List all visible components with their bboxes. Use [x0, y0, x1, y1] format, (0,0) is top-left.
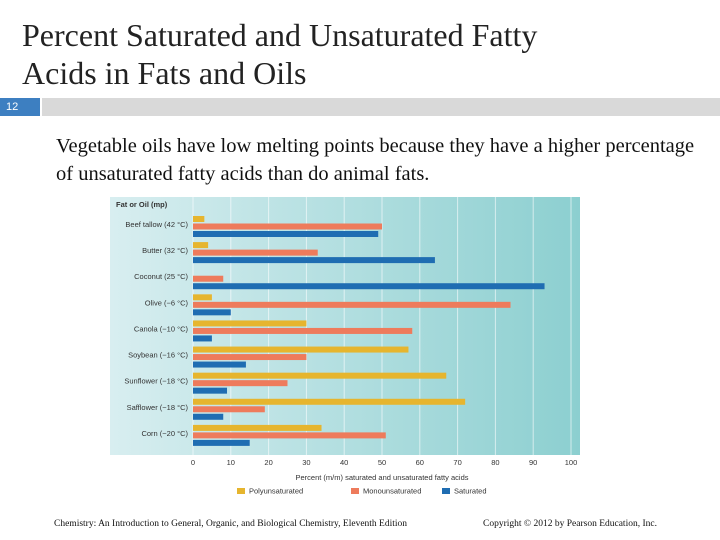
y-tick-label: Safflower (−18 °C) — [127, 403, 189, 412]
bar — [193, 294, 212, 301]
y-tick-label: Olive (−6 °C) — [145, 298, 189, 307]
x-tick-label: 30 — [302, 458, 310, 467]
slide-number: 12 — [0, 98, 40, 116]
y-tick-label: Corn (−20 °C) — [141, 429, 188, 438]
bar — [193, 361, 246, 368]
bar — [193, 283, 545, 290]
bar — [193, 387, 228, 394]
y-tick-label: Soybean (−16 °C) — [128, 351, 188, 360]
legend-label: Saturated — [454, 486, 487, 495]
bar — [193, 223, 382, 230]
bar — [193, 413, 224, 420]
bar — [193, 309, 231, 316]
bar — [193, 242, 209, 249]
x-axis-title: Percent (m/m) saturated and unsaturated … — [295, 473, 468, 482]
x-tick-label: 70 — [453, 458, 461, 467]
x-tick-label: 10 — [227, 458, 235, 467]
legend-swatch — [442, 488, 450, 494]
bar — [193, 327, 413, 334]
bar — [193, 406, 265, 413]
legend-swatch — [351, 488, 359, 494]
bar — [193, 398, 466, 405]
bar — [193, 432, 386, 439]
legend-label: Polyunsaturated — [249, 486, 303, 495]
y-tick-label: Canola (−10 °C) — [134, 324, 189, 333]
x-tick-label: 50 — [378, 458, 386, 467]
y-tick-label: Sunflower (−18 °C) — [124, 377, 188, 386]
x-tick-label: 80 — [491, 458, 499, 467]
plot-background — [110, 197, 580, 455]
body-text: Vegetable oils have low melting points b… — [56, 135, 695, 185]
bar — [193, 320, 307, 327]
bar — [193, 354, 307, 361]
y-tick-label: Butter (32 °C) — [142, 246, 188, 255]
y-tick-label: Coconut (25 °C) — [134, 272, 188, 281]
bar — [193, 216, 205, 222]
title-rule — [42, 98, 720, 116]
bar — [193, 257, 435, 264]
bar — [193, 275, 224, 282]
bar — [193, 424, 322, 431]
bar — [193, 249, 318, 256]
x-tick-label: 90 — [529, 458, 537, 467]
bar — [193, 372, 447, 379]
legend-label: Monounsaturated — [363, 486, 421, 495]
bar — [193, 346, 409, 353]
bar — [193, 231, 379, 237]
x-tick-label: 20 — [264, 458, 272, 467]
y-tick-label: Beef tallow (42 °C) — [125, 220, 188, 229]
slide-title: Percent Saturated and Unsaturated Fatty … — [22, 17, 538, 91]
x-tick-label: 40 — [340, 458, 348, 467]
legend-swatch — [237, 488, 245, 494]
x-tick-label: 100 — [565, 458, 578, 467]
x-tick-label: 0 — [191, 458, 195, 467]
bar — [193, 439, 250, 446]
x-tick-label: 60 — [416, 458, 424, 467]
bar — [193, 301, 511, 308]
bar — [193, 335, 212, 342]
footer-right: Copyright © 2012 by Pearson Education, I… — [483, 519, 657, 529]
y-axis-title: Fat or Oil (mp) — [116, 200, 168, 209]
bar — [193, 380, 288, 387]
footer-left: Chemistry: An Introduction to General, O… — [54, 519, 408, 529]
